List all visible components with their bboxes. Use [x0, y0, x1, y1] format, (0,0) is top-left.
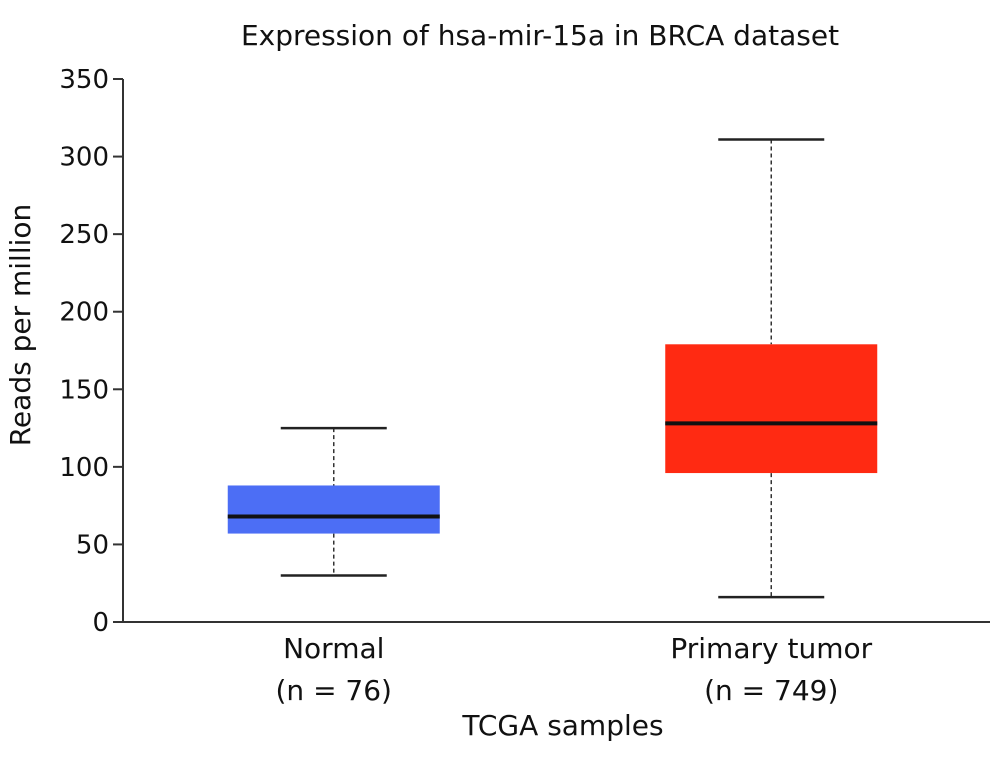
box-iqr — [227, 485, 440, 534]
y-tick-label: 50 — [76, 530, 109, 560]
x-category-n-label: (n = 76) — [276, 674, 392, 707]
axes — [122, 79, 990, 623]
y-axis-label: Reads per million — [4, 204, 37, 447]
chart-title: Expression of hsa-mir-15a in BRCA datase… — [241, 19, 839, 52]
boxes — [227, 138, 878, 599]
y-tick-label: 300 — [59, 143, 109, 173]
y-tick-label: 200 — [59, 298, 109, 328]
y-tick-label: 150 — [59, 375, 109, 405]
x-category-n-label: (n = 749) — [704, 674, 838, 707]
box-primary-tumor — [665, 138, 878, 599]
y-ticks: 0 50 100 150 200 250 300 350 — [59, 65, 123, 638]
x-category-labels: Normal (n = 76) Primary tumor (n = 749) — [276, 632, 873, 707]
x-category-label: Normal — [283, 632, 384, 665]
box-normal — [227, 426, 440, 577]
x-category-label: Primary tumor — [670, 632, 872, 665]
y-tick-label: 350 — [59, 65, 109, 95]
y-tick-label: 0 — [92, 608, 109, 638]
box-iqr — [665, 344, 878, 474]
x-axis-label: TCGA samples — [461, 709, 663, 742]
y-tick-label: 100 — [59, 453, 109, 483]
y-tick-label: 250 — [59, 220, 109, 250]
